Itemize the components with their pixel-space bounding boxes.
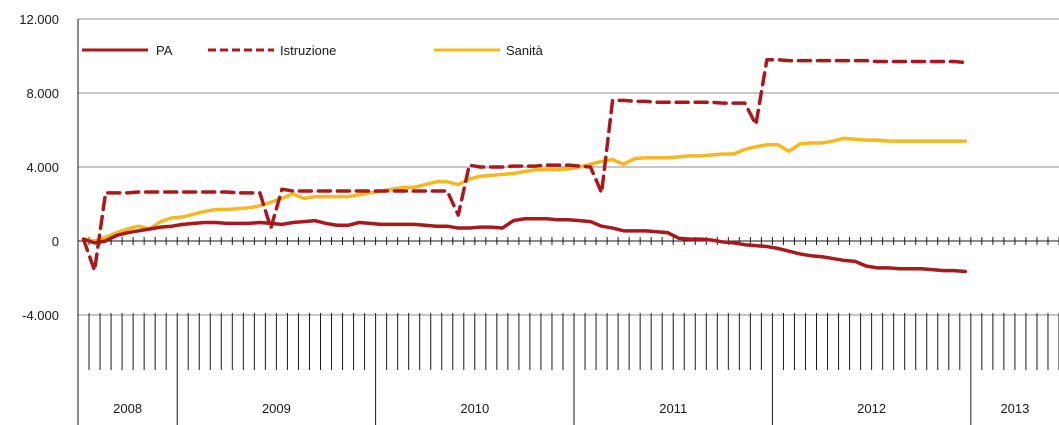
y-tick-label: 12.000 — [19, 12, 59, 27]
y-axis-tick-labels: -4.000 0 4.000 8.000 12.000 — [19, 12, 59, 323]
legend-label-pa: PA — [156, 43, 173, 58]
y-tick-label: 4.000 — [26, 160, 59, 175]
year-label: 2009 — [262, 401, 291, 416]
y-tick-label: -4.000 — [22, 308, 59, 323]
y-tick-label: 0 — [52, 234, 59, 249]
gridlines — [78, 18, 1059, 316]
year-label: 2010 — [460, 401, 489, 416]
series-line-sanit- — [81, 136, 968, 243]
y-tick-label: 8.000 — [26, 86, 59, 101]
year-label: 2008 — [113, 401, 142, 416]
legend-label-istruzione: Istruzione — [280, 43, 336, 58]
year-label: 2013 — [1000, 401, 1029, 416]
legend: PA Istruzione Sanità — [82, 43, 544, 58]
legend-label-sanita: Sanità — [506, 43, 544, 58]
data-series — [81, 57, 968, 274]
x-axis — [77, 19, 1059, 370]
year-label: 2012 — [857, 401, 886, 416]
series-line-istruzione — [81, 57, 968, 273]
series-line-pa — [81, 217, 968, 274]
year-label: 2011 — [659, 401, 687, 416]
x-axis-year-labels: 2008 2009 2010 2011 2012 2013 — [77, 370, 1029, 425]
